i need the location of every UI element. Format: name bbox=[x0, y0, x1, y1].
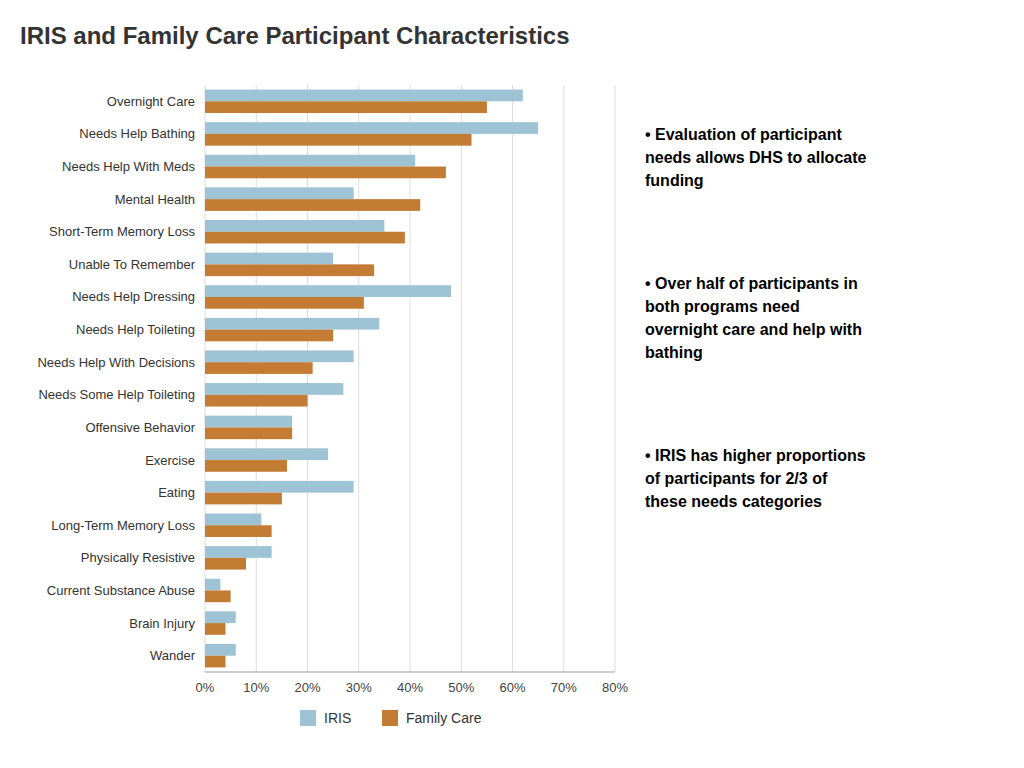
bar bbox=[205, 134, 472, 146]
annotation-line: of participants for 2/3 of bbox=[645, 470, 828, 487]
bar bbox=[205, 220, 384, 232]
annotation-line: funding bbox=[645, 172, 704, 189]
tick-label: 40% bbox=[397, 680, 423, 695]
annotation-line: • IRIS has higher proportions bbox=[645, 447, 866, 464]
grid bbox=[205, 85, 615, 672]
bar bbox=[205, 623, 226, 635]
bar bbox=[205, 558, 246, 570]
category-label: Needs Help With Meds bbox=[62, 159, 195, 174]
bar bbox=[205, 416, 292, 428]
annotation-line: both programs need bbox=[645, 298, 800, 315]
chart: IRIS and Family Care Participant Charact… bbox=[0, 0, 1024, 768]
bar bbox=[205, 122, 538, 134]
bar bbox=[205, 90, 523, 102]
annotation: • IRIS has higher proportions of particip… bbox=[645, 447, 866, 510]
grid-line bbox=[512, 85, 513, 672]
bar bbox=[205, 264, 374, 276]
legend-label: Family Care bbox=[406, 710, 482, 726]
bar bbox=[205, 101, 487, 113]
bar bbox=[205, 579, 220, 591]
annotation: • Evaluation of participant needs allows … bbox=[645, 126, 867, 189]
bar bbox=[205, 297, 364, 309]
tick-label: 70% bbox=[551, 680, 577, 695]
bar bbox=[205, 590, 231, 602]
category-label: Mental Health bbox=[115, 192, 195, 207]
bar bbox=[205, 167, 446, 179]
category-label: Physically Resistive bbox=[81, 550, 195, 565]
annotation-line: • Evaluation of participant bbox=[645, 126, 842, 143]
category-label: Brain Injury bbox=[129, 616, 195, 631]
category-label: Needs Help Dressing bbox=[72, 289, 195, 304]
tick-label: 50% bbox=[448, 680, 474, 695]
category-label: Current Substance Abuse bbox=[47, 583, 195, 598]
category-label: Exercise bbox=[145, 453, 195, 468]
bar bbox=[205, 644, 236, 656]
bar bbox=[205, 525, 272, 537]
category-label: Wander bbox=[150, 648, 196, 663]
annotation: • Over half of participants in both progr… bbox=[645, 275, 862, 361]
category-label: Offensive Behavior bbox=[85, 420, 195, 435]
legend: IRIS Family Care bbox=[300, 710, 482, 726]
bar bbox=[205, 395, 308, 407]
legend-swatch bbox=[382, 710, 398, 726]
tick-label: 80% bbox=[602, 680, 628, 695]
grid-line bbox=[615, 85, 616, 672]
annotation-line: these needs categories bbox=[645, 493, 822, 510]
bar bbox=[205, 460, 287, 472]
bar bbox=[205, 481, 354, 493]
bar bbox=[205, 330, 333, 342]
bar bbox=[205, 232, 405, 244]
annotation-line: needs allows DHS to allocate bbox=[645, 149, 867, 166]
bar bbox=[205, 199, 420, 211]
grid-line bbox=[461, 85, 462, 672]
category-label: Overnight Care bbox=[107, 94, 195, 109]
grid-line bbox=[563, 85, 564, 672]
tick-label: 60% bbox=[499, 680, 525, 695]
annotation-line: overnight care and help with bbox=[645, 321, 862, 338]
bar bbox=[205, 383, 343, 395]
title: IRIS and Family Care Participant Charact… bbox=[20, 22, 570, 49]
category-label: Long-Term Memory Loss bbox=[51, 518, 195, 533]
category-label: Needs Help With Decisions bbox=[37, 355, 195, 370]
bar bbox=[205, 187, 354, 199]
category-label: Short-Term Memory Loss bbox=[49, 224, 195, 239]
bar bbox=[205, 318, 379, 330]
bar bbox=[205, 448, 328, 460]
x-axis-line bbox=[205, 672, 615, 673]
tick-label: 30% bbox=[346, 680, 372, 695]
bar bbox=[205, 155, 415, 167]
legend-label: IRIS bbox=[324, 710, 351, 726]
bar bbox=[205, 656, 226, 668]
tick-label: 10% bbox=[243, 680, 269, 695]
bar bbox=[205, 546, 272, 558]
annotation-line: • Over half of participants in bbox=[645, 275, 858, 292]
category-label: Unable To Remember bbox=[69, 257, 196, 272]
bars bbox=[205, 90, 538, 668]
category-label: Needs Some Help Toileting bbox=[38, 387, 195, 402]
bar bbox=[205, 611, 236, 623]
category-label: Needs Help Toileting bbox=[76, 322, 195, 337]
legend-swatch bbox=[300, 710, 316, 726]
bar bbox=[205, 350, 354, 362]
bar bbox=[205, 362, 313, 374]
category-label: Needs Help Bathing bbox=[79, 126, 195, 141]
bar bbox=[205, 493, 282, 505]
bar bbox=[205, 253, 333, 265]
bar bbox=[205, 285, 451, 297]
category-label: Eating bbox=[158, 485, 195, 500]
bar bbox=[205, 427, 292, 439]
bar bbox=[205, 514, 261, 526]
annotation-line: bathing bbox=[645, 344, 703, 361]
tick-label: 20% bbox=[294, 680, 320, 695]
tick-label: 0% bbox=[196, 680, 215, 695]
